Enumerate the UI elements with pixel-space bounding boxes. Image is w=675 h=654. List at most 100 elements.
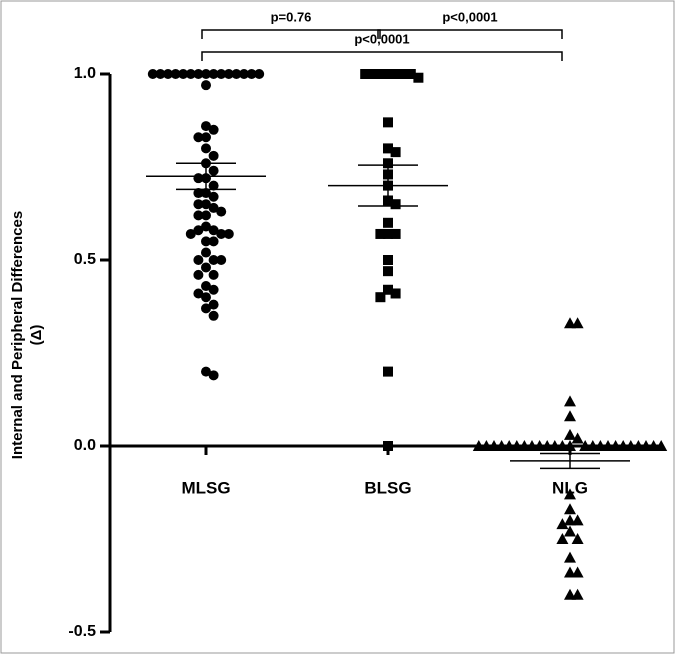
triangle bbox=[510, 440, 523, 451]
triangle bbox=[564, 514, 576, 526]
triangle bbox=[564, 440, 576, 451]
square bbox=[367, 69, 378, 79]
dot bbox=[216, 255, 227, 265]
dot bbox=[193, 210, 204, 221]
triangle bbox=[541, 440, 554, 451]
dot bbox=[208, 284, 219, 295]
triangle bbox=[564, 551, 576, 563]
dot bbox=[201, 281, 211, 292]
square bbox=[390, 288, 401, 299]
dot bbox=[208, 299, 219, 310]
square bbox=[360, 69, 371, 79]
dot bbox=[193, 69, 204, 79]
square bbox=[383, 228, 393, 239]
dot bbox=[208, 269, 219, 280]
dot bbox=[201, 221, 211, 232]
triangle bbox=[617, 440, 630, 451]
dot bbox=[185, 228, 196, 239]
dot bbox=[193, 188, 204, 199]
dot bbox=[216, 228, 227, 239]
square bbox=[383, 284, 393, 295]
y-tick-label: -0.5 bbox=[68, 623, 96, 640]
y-axis-unit: (Δ) bbox=[28, 325, 45, 346]
dot bbox=[155, 69, 166, 79]
square bbox=[383, 143, 393, 154]
triangle bbox=[564, 503, 576, 515]
triangle bbox=[579, 440, 592, 451]
triangle bbox=[480, 440, 493, 451]
dot bbox=[201, 132, 211, 143]
triangle bbox=[556, 440, 569, 451]
triangle bbox=[533, 440, 546, 451]
triangle bbox=[488, 440, 500, 451]
dot bbox=[193, 269, 204, 280]
dot bbox=[208, 202, 219, 213]
dot bbox=[208, 165, 219, 176]
triangle bbox=[564, 588, 576, 600]
square bbox=[383, 217, 393, 228]
dot bbox=[208, 370, 219, 381]
triangle bbox=[518, 440, 531, 451]
triangle bbox=[503, 440, 516, 451]
triangle bbox=[564, 395, 576, 407]
p-value-label: p=0.76 bbox=[271, 9, 312, 24]
triangle bbox=[655, 440, 668, 451]
y-tick-label: 1.0 bbox=[74, 65, 96, 82]
dot bbox=[208, 124, 219, 135]
significance-bracket bbox=[201, 51, 563, 61]
dot bbox=[193, 173, 204, 184]
triangle bbox=[564, 488, 576, 500]
square bbox=[383, 366, 393, 377]
dot bbox=[208, 255, 219, 265]
triangle bbox=[602, 440, 614, 451]
triangle bbox=[609, 440, 622, 451]
dot bbox=[246, 69, 257, 79]
y-axis-title: Internal and Peripheral Differences bbox=[9, 211, 26, 459]
triangle bbox=[586, 440, 599, 451]
x-tick-label: MLSG bbox=[181, 478, 230, 497]
square bbox=[383, 158, 393, 169]
significance-bracket bbox=[377, 29, 563, 39]
dot bbox=[223, 228, 234, 239]
y-tick-label: 0.0 bbox=[74, 437, 96, 454]
square bbox=[390, 228, 401, 239]
dot bbox=[193, 132, 204, 143]
triangle bbox=[571, 588, 584, 600]
square bbox=[390, 199, 401, 210]
square bbox=[390, 69, 401, 79]
dot bbox=[208, 310, 219, 321]
dot bbox=[208, 225, 219, 236]
triangle bbox=[647, 440, 660, 451]
triangle bbox=[556, 518, 569, 530]
dot bbox=[208, 69, 219, 79]
triangle bbox=[564, 525, 576, 537]
triangle bbox=[548, 440, 561, 451]
dot bbox=[201, 188, 211, 199]
dot bbox=[208, 150, 219, 161]
dot bbox=[170, 69, 181, 79]
triangle bbox=[632, 440, 645, 451]
dot bbox=[178, 69, 189, 79]
square bbox=[375, 228, 386, 239]
dot bbox=[223, 69, 234, 79]
triangle bbox=[495, 440, 508, 451]
triangle bbox=[571, 566, 584, 578]
square bbox=[413, 72, 424, 83]
dot bbox=[208, 191, 219, 202]
dot bbox=[201, 199, 211, 210]
dot bbox=[201, 69, 211, 79]
triangle bbox=[472, 440, 485, 451]
square bbox=[405, 69, 416, 79]
dot bbox=[185, 69, 196, 79]
triangle bbox=[556, 533, 569, 544]
dot bbox=[193, 288, 204, 299]
dot bbox=[193, 225, 204, 236]
x-tick-label: BLSG bbox=[364, 478, 411, 497]
dot bbox=[216, 69, 227, 79]
square bbox=[375, 69, 386, 79]
square bbox=[383, 69, 393, 79]
dot bbox=[201, 262, 211, 273]
square bbox=[398, 69, 409, 79]
